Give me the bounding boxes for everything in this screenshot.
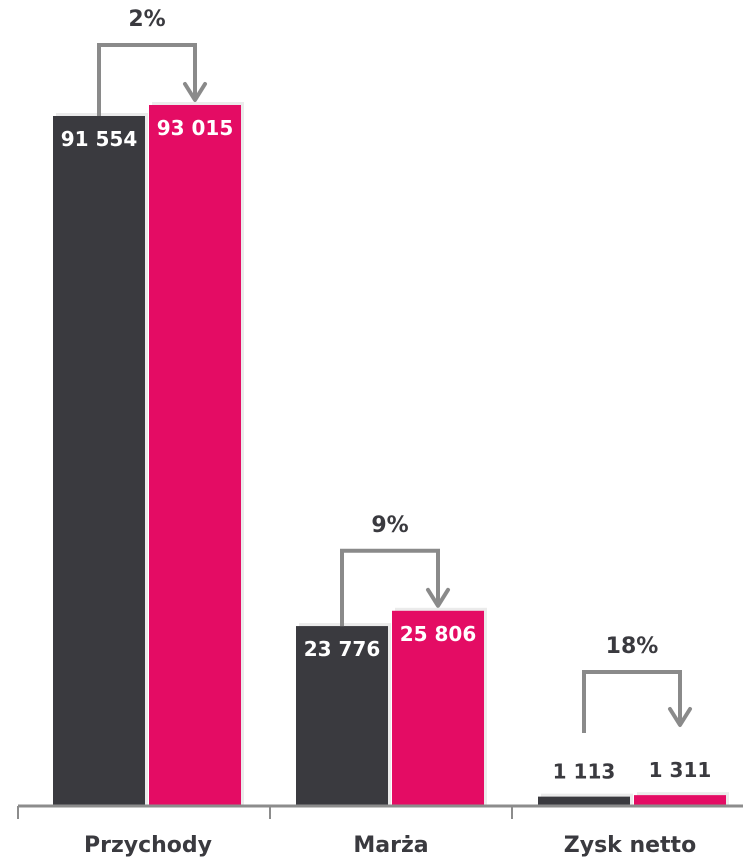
change-arrow [97,43,197,116]
bar-pink [392,610,484,805]
data-label: 1 113 [553,760,616,784]
data-label: 91 554 [61,127,138,151]
change-percent-label: 9% [371,513,408,538]
bar-pink [634,795,726,805]
change-percent-label: 2% [128,7,165,32]
change-percent-label: 18% [606,634,659,659]
change-arrow [340,548,440,627]
data-label: 1 311 [649,758,712,782]
bar-dark [296,626,388,805]
x-tick-label: Marża [353,833,428,858]
bar-dark [53,115,145,806]
change-arrow-head [183,82,207,102]
data-label: 93 015 [157,116,234,140]
x-tick-label: Zysk netto [564,833,696,858]
data-label: 25 806 [400,622,477,646]
change-arrow [582,670,682,733]
x-tick-label: Przychody [84,833,212,858]
change-arrow-head [668,707,692,727]
bar-dark [538,796,630,805]
bar-pink [149,105,241,805]
change-arrow-head [426,587,450,608]
data-label: 23 776 [304,637,381,661]
